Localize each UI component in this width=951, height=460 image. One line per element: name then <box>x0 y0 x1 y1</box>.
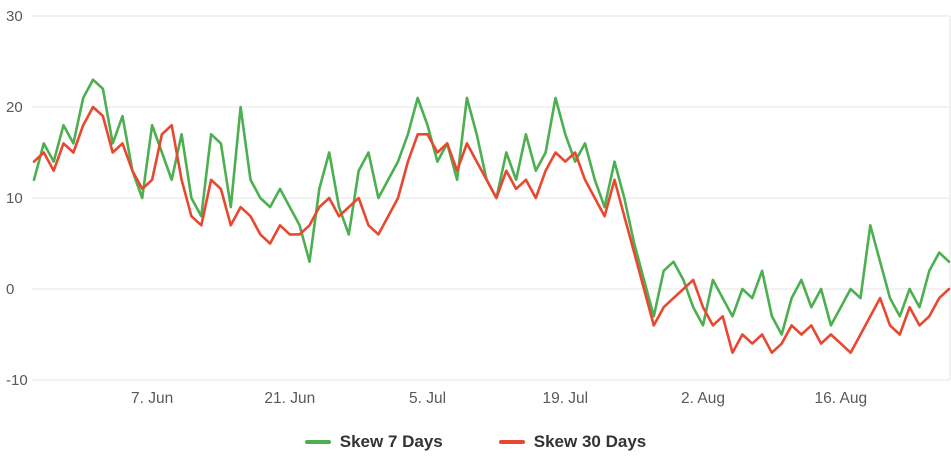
legend-line-icon-green <box>304 440 331 444</box>
y-axis-tick-label: 30 <box>6 8 23 25</box>
x-axis-tick-label: 19. Jul <box>542 390 588 407</box>
legend-item-skew-30-days[interactable]: Skew 30 Days <box>498 432 647 452</box>
chart-plot-area: 30 20 10 0 -10 7. Jun 21. Jun 5. Jul 19. Jul 2. A… <box>6 8 951 407</box>
legend-label-skew-7-days: Skew 7 Days <box>339 432 443 451</box>
x-axis-tick-label: 2. Aug <box>681 390 725 407</box>
chart-legend: Skew 7 Days Skew 30 Days <box>0 432 951 452</box>
series-line-skew-7-days <box>32 78 951 336</box>
y-axis-tick-label: -10 <box>6 372 28 389</box>
legend-item-skew-7-days[interactable]: Skew 7 Days <box>304 432 443 452</box>
y-axis-tick-label: 0 <box>6 281 14 298</box>
legend-label-skew-30-days: Skew 30 Days <box>533 432 647 451</box>
series-line-skew-30-days <box>32 105 951 355</box>
x-axis-tick-label: 7. Jun <box>131 390 173 407</box>
y-axis-tick-label: 10 <box>6 190 23 207</box>
x-axis-tick-label: 21. Jun <box>264 390 315 407</box>
y-axis-tick-label: 20 <box>6 99 23 116</box>
x-axis-tick-label: 16. Aug <box>815 390 868 407</box>
legend-line-icon-red <box>498 440 525 444</box>
x-axis-tick-label: 5. Jul <box>409 390 446 407</box>
